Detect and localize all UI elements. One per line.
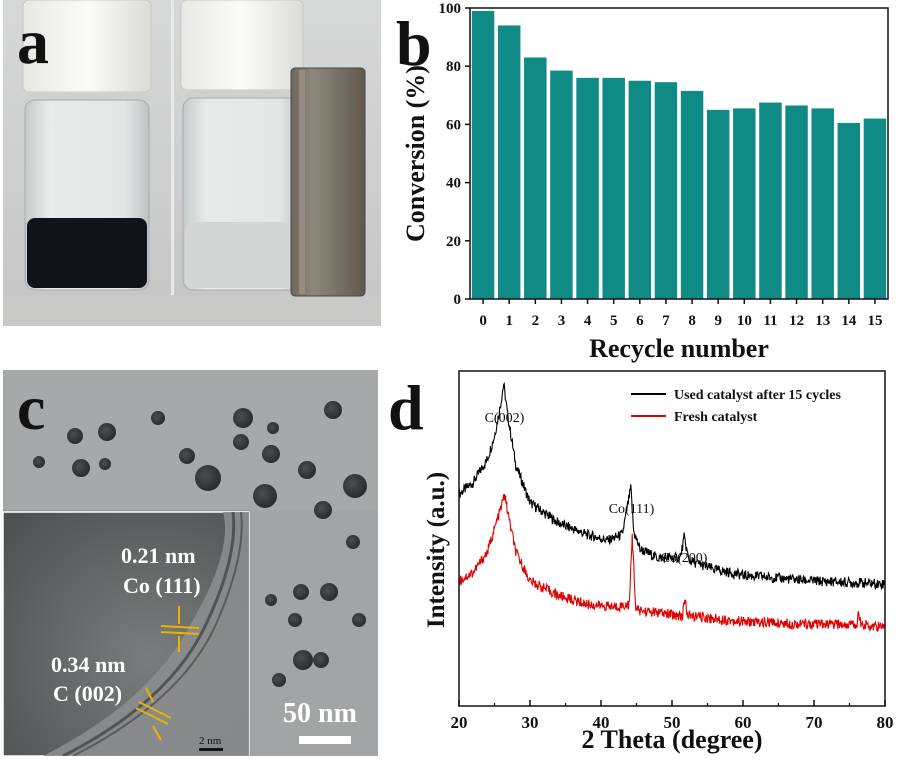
bar-10 <box>733 108 756 300</box>
x-tick-label: 50 <box>664 713 681 732</box>
xrd-line-chart: 20 30 40 50 60 70 80 2 Theta (degree) Intensity … <box>423 370 894 754</box>
c-plane-label: C (002) <box>53 681 122 706</box>
x-tick-label: 1 <box>505 313 513 329</box>
x-axis-label: Recycle number <box>589 334 769 363</box>
panel-letter-b: b <box>396 8 432 79</box>
x-tick-label: 9 <box>714 313 722 329</box>
bar-0 <box>471 10 495 299</box>
x-tick-label: 20 <box>451 713 468 732</box>
peak-label: Co(111) <box>609 502 655 517</box>
bar-11 <box>759 102 782 299</box>
tem-image: 0.21 nm Co (111) 0.34 nm C (002) 2 nm 50… <box>2 370 378 758</box>
x-tick-label: 70 <box>806 713 823 732</box>
series-line-fresh <box>458 493 886 632</box>
y-tick-label: 40 <box>446 176 461 192</box>
y-tick-label: 60 <box>446 117 461 133</box>
plot-frame <box>469 7 889 300</box>
peak-label: C(002) <box>485 411 525 426</box>
y-tick-label: 20 <box>446 234 461 250</box>
bar-3 <box>550 70 573 299</box>
x-tick-label: 3 <box>558 313 566 329</box>
x-tick-label: 8 <box>688 313 696 329</box>
x-tick-label: 4 <box>584 313 592 329</box>
scale-bar-label: 50 nm <box>283 698 357 729</box>
x-tick-label: 15 <box>867 313 882 329</box>
x-tick-label: 40 <box>593 713 610 732</box>
inset-scale-bar <box>199 748 223 751</box>
clear-solution <box>185 222 301 288</box>
bar-6 <box>628 80 652 299</box>
y-axis-label: Intensity (a.u.) <box>423 472 450 628</box>
bar-5 <box>602 77 625 299</box>
x-tick-label: 12 <box>789 313 804 329</box>
bar-2 <box>524 57 547 299</box>
y-axis-label: Conversion (%) <box>401 65 430 242</box>
x-tick-label: 7 <box>662 313 670 329</box>
legend-label-used: Used catalyst after 15 cycles <box>674 388 841 403</box>
bar-14 <box>837 122 861 299</box>
x-tick-label: 6 <box>636 313 644 329</box>
c-spacing-label: 0.34 nm <box>51 652 126 677</box>
bar-9 <box>706 109 730 299</box>
black-suspension <box>27 218 147 288</box>
panel-letter-a: a <box>17 6 49 77</box>
scale-bar <box>299 736 351 744</box>
x-tick-label: 14 <box>841 313 857 329</box>
x-axis-label: 2 Theta (degree) <box>582 725 763 754</box>
y-tick-label: 100 <box>439 1 462 17</box>
y-tick-label: 80 <box>446 59 461 75</box>
panel-letter-d: d <box>388 372 424 443</box>
panel-a: a <box>3 0 381 326</box>
inset-scale-label: 2 nm <box>199 735 222 747</box>
bar-4 <box>576 77 599 299</box>
x-tick-label: 80 <box>877 713 894 732</box>
x-tick-label: 10 <box>737 313 752 329</box>
bar-15 <box>863 118 887 299</box>
x-tick-label: 30 <box>522 713 539 732</box>
panel-b: 0 20 40 60 80 100 0 1 2 3 4 5 6 7 8 9 10 11 12 13 14 15 Recycl… <box>392 0 898 370</box>
bar-13 <box>811 108 834 300</box>
x-tick-label: 2 <box>532 313 540 329</box>
panel-c: 0.21 nm Co (111) 0.34 nm C (002) 2 nm 50… <box>2 370 378 758</box>
vial-photo <box>3 0 381 326</box>
co-spacing-label: 0.21 nm <box>121 543 196 568</box>
y-tick-label: 0 <box>454 292 462 308</box>
magnet <box>290 67 366 297</box>
nanoparticles <box>33 401 367 687</box>
x-tick-label: 13 <box>815 313 830 329</box>
right-vial-cap <box>180 0 304 91</box>
co-plane-label: Co (111) <box>123 573 201 598</box>
legend-label-fresh: Fresh catalyst <box>674 410 758 425</box>
panel-letter-c: c <box>17 372 46 443</box>
lattice-marker-co111 <box>160 606 200 652</box>
panel-d: 20 30 40 50 60 70 80 2 Theta (degree) Intensity … <box>384 370 898 756</box>
series-line-used <box>458 381 886 591</box>
lattice-marker-c002 <box>135 687 172 741</box>
x-tick-label: 11 <box>763 313 777 329</box>
bar-1 <box>497 25 521 300</box>
bar-12 <box>785 105 808 299</box>
x-tick-label: 5 <box>610 313 618 329</box>
peak-label: Co(200) <box>661 551 708 566</box>
x-tick-label: 0 <box>479 313 487 329</box>
bar-7 <box>654 82 678 299</box>
x-tick-label: 60 <box>735 713 752 732</box>
bar-8 <box>680 90 704 299</box>
